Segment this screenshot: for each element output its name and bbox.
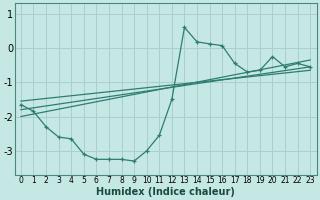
X-axis label: Humidex (Indice chaleur): Humidex (Indice chaleur): [96, 187, 235, 197]
